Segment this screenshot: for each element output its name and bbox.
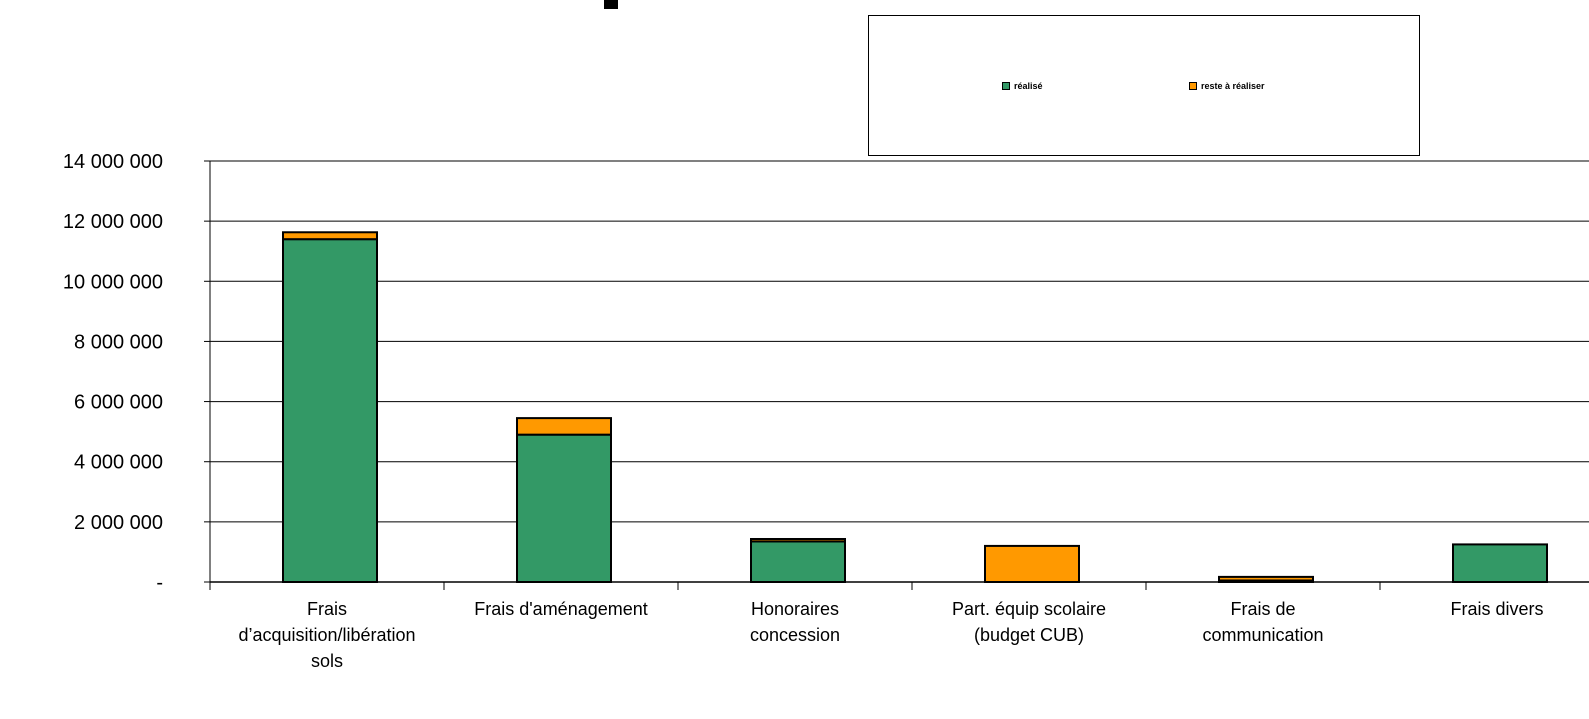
bar-realise <box>516 433 612 583</box>
x-category-label-line: Honoraires <box>751 599 839 619</box>
chart-title-fragment <box>604 0 618 9</box>
y-tick-label: 8 000 000 <box>74 331 163 353</box>
x-category-label-line: concession <box>750 625 840 645</box>
legend-label-realise: réalisé <box>1014 81 1043 91</box>
x-category-label-line: Frais de <box>1230 599 1295 619</box>
y-tick-label: 2 000 000 <box>74 512 163 534</box>
y-tick-label: 12 000 000 <box>63 211 163 233</box>
x-category-label: Frais de communication <box>1202 599 1323 645</box>
bar-reste <box>984 544 1080 584</box>
legend-item-reste: reste à réaliser <box>1189 81 1265 91</box>
bar-group <box>282 231 1548 584</box>
x-category-label: Frais divers <box>1450 599 1543 619</box>
x-category-label-line: Frais d'aménagement <box>474 599 648 619</box>
legend-swatch-realise <box>1002 82 1010 90</box>
y-tick-label: 10 000 000 <box>63 271 163 293</box>
bar-reste <box>516 417 612 436</box>
x-category-label: Frais d’acquisition/libération sols <box>238 599 415 671</box>
legend-item-realise: réalisé <box>1002 81 1043 91</box>
gridlines <box>210 160 1589 523</box>
x-category-label: Honoraires concession <box>750 599 840 645</box>
bar-realise <box>750 540 846 583</box>
x-category-label-line: Frais divers <box>1450 599 1543 619</box>
bar-reste <box>1218 575 1314 582</box>
x-category-label-line: (budget CUB) <box>974 625 1084 645</box>
y-tick-label: - <box>156 572 163 594</box>
x-category-label-line: communication <box>1202 625 1323 645</box>
x-category-label-line: Frais <box>307 599 347 619</box>
y-tick-label: 4 000 000 <box>74 452 163 474</box>
y-tick-label: 14 000 000 <box>63 151 163 173</box>
x-category-label-line: Part. équip scolaire <box>952 599 1106 619</box>
y-tick-label: 6 000 000 <box>74 392 163 414</box>
bar-realise <box>282 238 378 584</box>
bar-reste <box>282 231 378 241</box>
bar-reste <box>750 537 846 543</box>
legend-swatch-reste <box>1189 82 1197 90</box>
x-category-label-line: d’acquisition/libération <box>238 625 415 645</box>
bar-realise <box>1452 543 1548 583</box>
y-tick-labels: - 2 000 000 4 000 000 6 000 000 8 000 000 10 … <box>63 151 163 594</box>
legend: réalisé reste à réaliser <box>868 15 1420 156</box>
x-category-label-line: sols <box>311 651 343 671</box>
legend-label-reste: reste à réaliser <box>1201 81 1265 91</box>
x-category-label: Part. équip scolaire (budget CUB) <box>952 599 1106 645</box>
x-category-label: Frais d'aménagement <box>474 599 648 619</box>
axes <box>204 160 1589 590</box>
